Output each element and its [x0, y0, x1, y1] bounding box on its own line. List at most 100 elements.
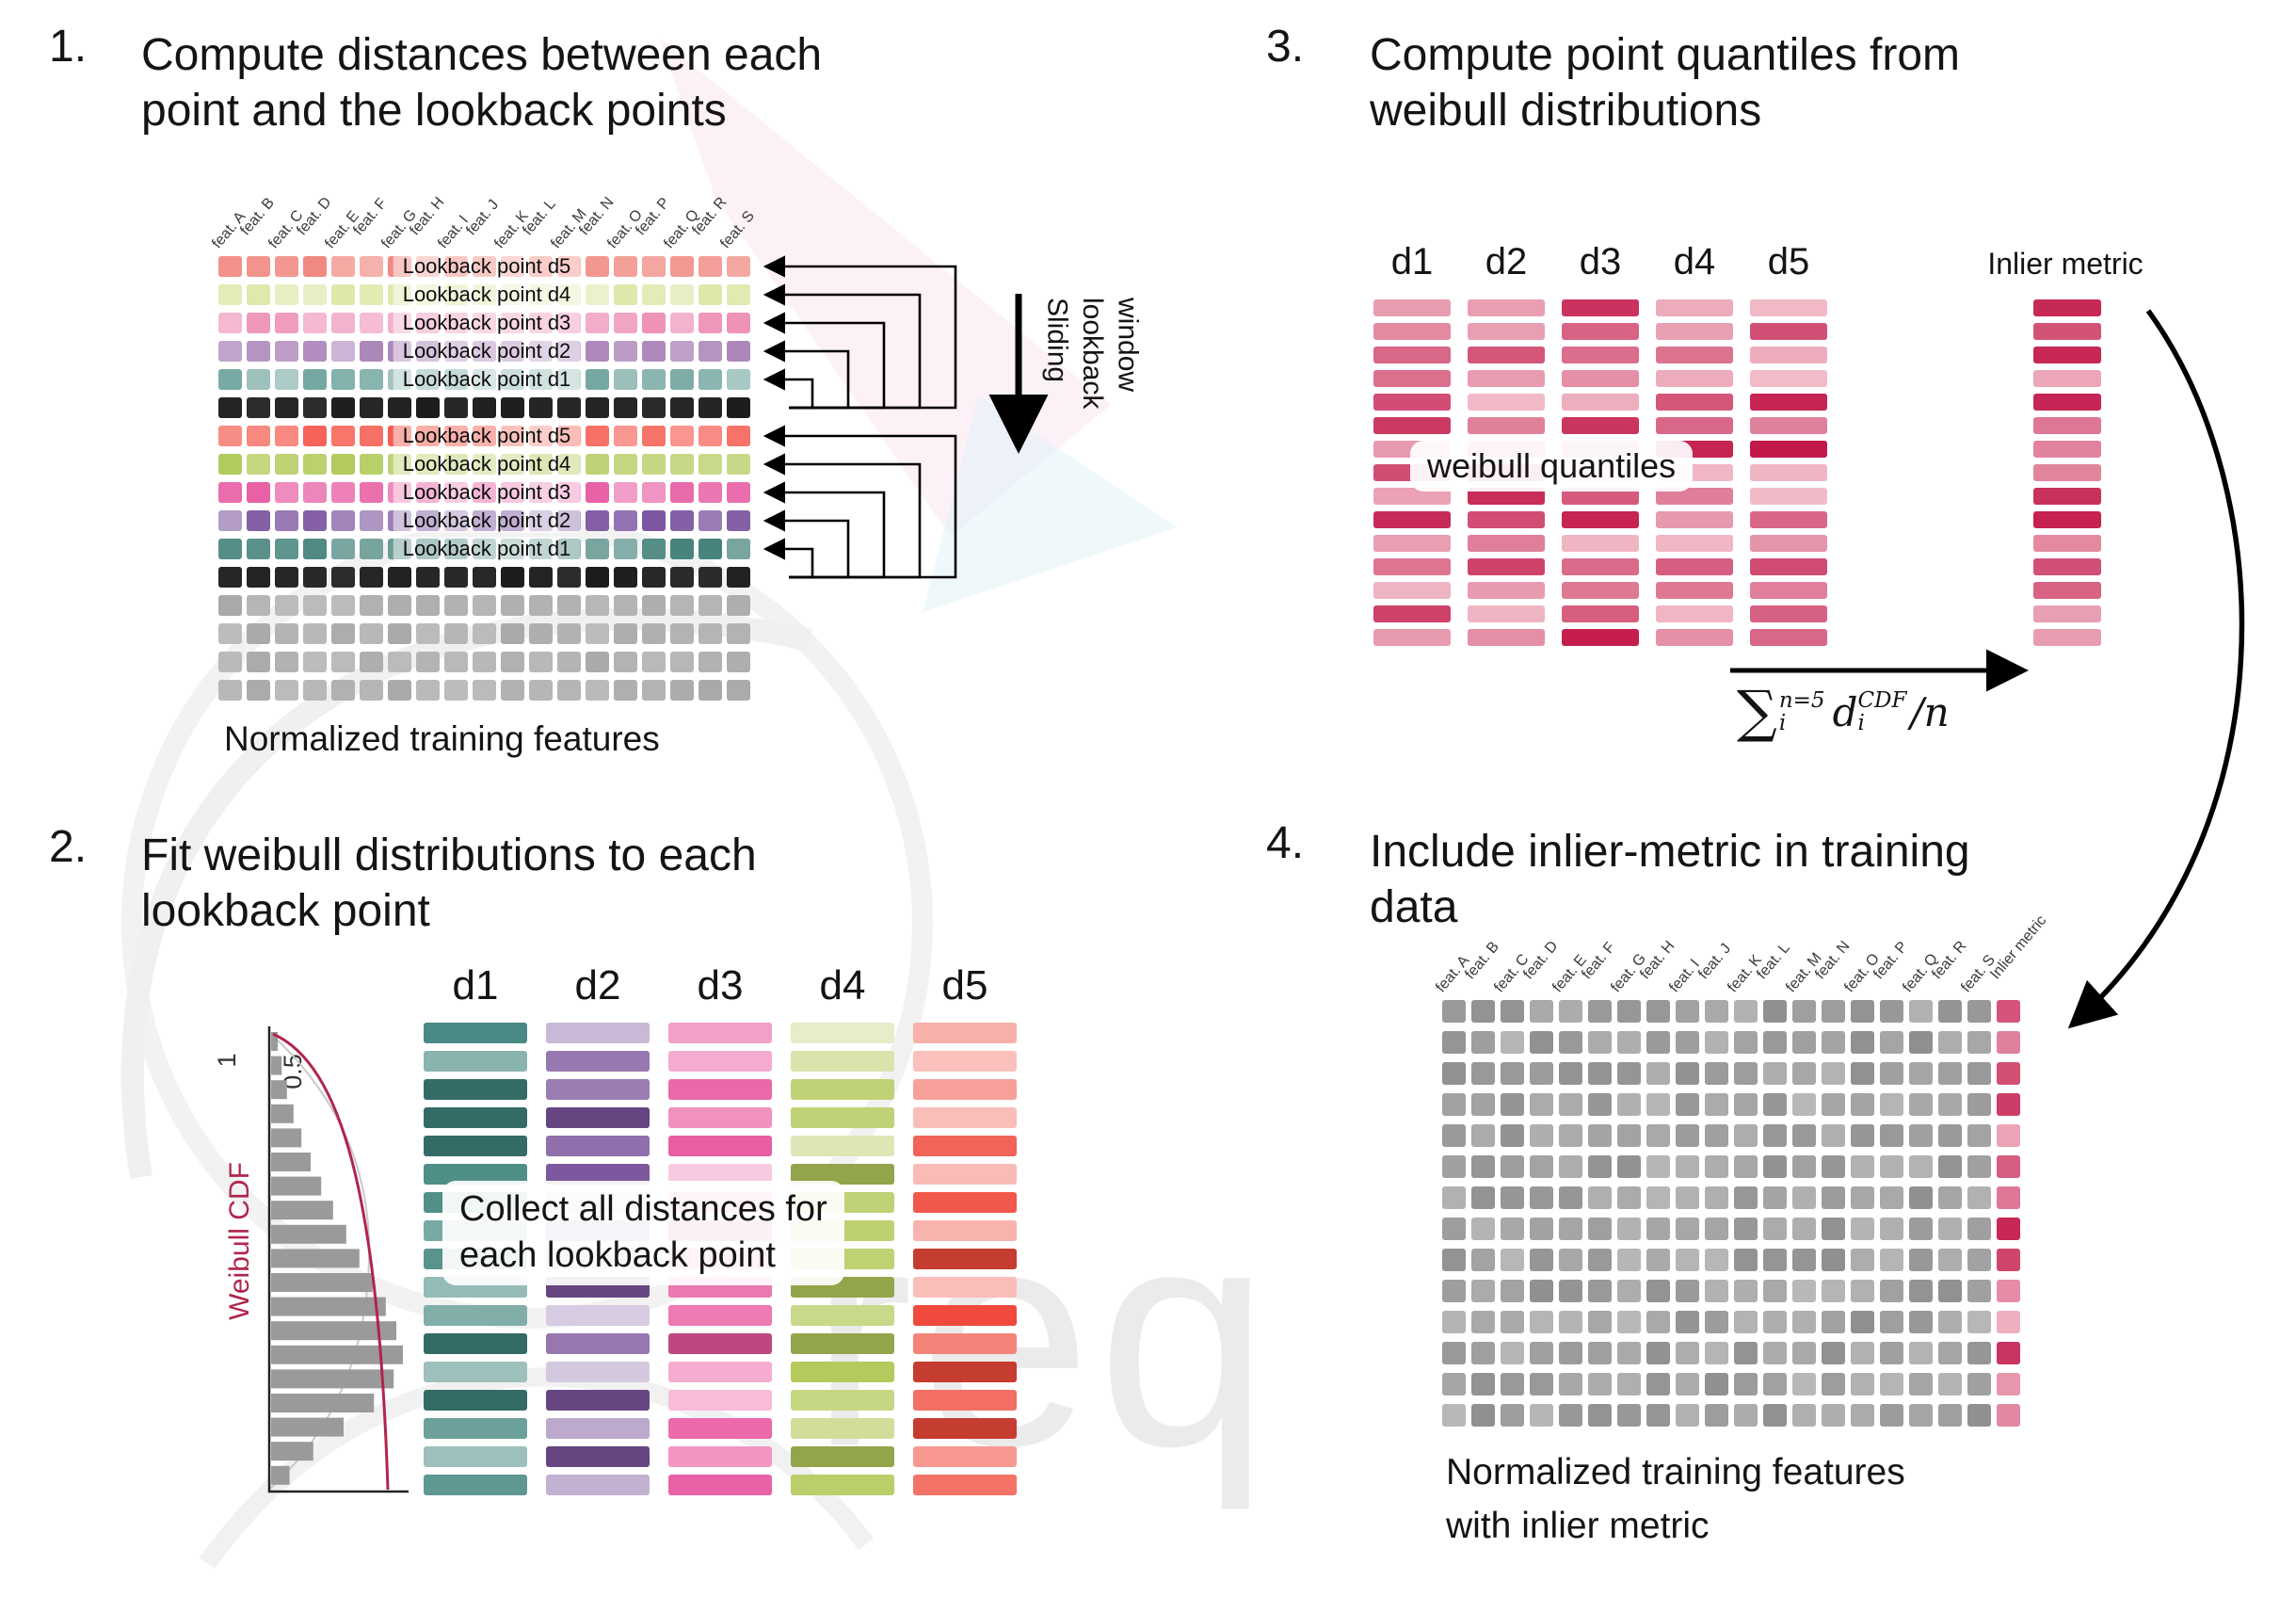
feature-cell [1676, 1404, 1699, 1427]
feature-cell [473, 397, 496, 418]
feature-cell [1880, 1311, 1903, 1333]
feature-cell [1501, 1186, 1524, 1209]
feature-cell [1471, 1280, 1495, 1302]
quantile-bar [1373, 394, 1451, 411]
distance-column: d5 [913, 962, 1017, 1503]
feature-cell [1646, 1062, 1670, 1085]
feature-cell [614, 397, 637, 418]
feature-cell [473, 567, 496, 588]
inlier-metric-bar [2033, 441, 2101, 458]
distance-bar [791, 1333, 894, 1354]
feature-cell [1442, 1342, 1466, 1364]
feature-cell [727, 397, 750, 418]
step-4-number: 4. [1266, 818, 1305, 868]
distance-column-header: d1 [452, 962, 499, 1008]
distance-column-header: d4 [1673, 241, 1716, 282]
feature-cell [1471, 1093, 1495, 1116]
quantile-bar [1373, 347, 1451, 363]
feature-cell [331, 510, 355, 531]
feature-cell [275, 567, 298, 588]
feature-cell [1471, 1342, 1495, 1364]
feature-cell [727, 623, 750, 644]
feature-cell [1501, 1373, 1524, 1395]
formula-divisor: /n [1910, 688, 1950, 735]
distance-bar [913, 1418, 1017, 1439]
feature-cell [1880, 1249, 1903, 1271]
inlier-metric-bar [2033, 535, 2101, 552]
feature-cell [360, 567, 383, 588]
feature-cell [1763, 1155, 1787, 1178]
step-3-number: 3. [1266, 22, 1305, 72]
distance-histogram-bar [271, 1032, 278, 1051]
quantile-bar [1373, 535, 1451, 552]
feature-cell [1705, 1186, 1728, 1209]
p4-caption: Normalized training features with inlier… [1446, 1446, 1973, 1553]
feature-cell [1646, 1311, 1670, 1333]
feature-cell [1559, 1280, 1582, 1302]
feature-cell [586, 284, 609, 305]
feature-cell [1559, 1155, 1582, 1178]
feature-cell [1676, 1124, 1699, 1147]
feature-cell [247, 680, 270, 701]
feature-cell [698, 284, 722, 305]
feature-cell [642, 652, 666, 672]
distance-bar [913, 1305, 1017, 1326]
feature-cell [1501, 1280, 1524, 1302]
feature-cell [1442, 1218, 1466, 1240]
step-4-title: Include inlier-metric in training data [1370, 825, 2160, 935]
feature-cell [698, 426, 722, 446]
feature-cell [1822, 1249, 1845, 1271]
feature-cell [1763, 1404, 1787, 1427]
feature-cell [1792, 1342, 1816, 1364]
feature-cell [1646, 1218, 1670, 1240]
quantile-bar [1656, 417, 1733, 434]
distance-bar [791, 1164, 894, 1185]
feature-cell [529, 595, 553, 616]
feature-cell [444, 567, 468, 588]
distance-bar [424, 1333, 527, 1354]
quantile-bar [1656, 535, 1733, 552]
feature-cell [1705, 1093, 1728, 1116]
distance-histogram [271, 1032, 403, 1485]
feature-cell [642, 539, 666, 559]
feature-cell [1617, 1155, 1641, 1178]
feature-cell [642, 680, 666, 701]
lookback-point-row: Lookback point d1 [218, 537, 755, 561]
feature-cell [1734, 1000, 1758, 1023]
feature-cell [670, 284, 694, 305]
inlier-metric-cell [1997, 1218, 2020, 1240]
quantile-column: d5 [1750, 241, 1827, 653]
feature-cell [416, 623, 440, 644]
feature-cell [331, 426, 355, 446]
feature-cell [1676, 1280, 1699, 1302]
feature-cell [444, 680, 468, 701]
mean-cdf-formula: ∑ n=5 i d CDF i /n [1737, 684, 1950, 740]
feature-cell [303, 426, 327, 446]
quantile-bar [1562, 629, 1639, 646]
distance-column-header: d5 [941, 962, 988, 1008]
feature-cell [1938, 1093, 1962, 1116]
feature-cell [1442, 1280, 1466, 1302]
quantile-bar [1468, 370, 1545, 387]
feature-cell [1442, 1311, 1466, 1333]
feature-cell [388, 680, 411, 701]
feature-cell [275, 426, 298, 446]
feature-cell [614, 510, 637, 531]
feature-cell [360, 539, 383, 559]
feature-cell [1792, 1280, 1816, 1302]
feature-cell [1617, 1124, 1641, 1147]
distance-histogram-bar [271, 1056, 282, 1075]
feature-cell [303, 454, 327, 475]
quantile-bar [1562, 535, 1639, 552]
feature-cell [1530, 1062, 1553, 1085]
distance-bar [668, 1023, 772, 1043]
feature-cell [1501, 1311, 1524, 1333]
feature-cell [275, 256, 298, 277]
distance-bar [791, 1051, 894, 1072]
feature-cell [1442, 1404, 1466, 1427]
feature-cell [1442, 1155, 1466, 1178]
distance-bar [791, 1362, 894, 1382]
quantile-bars [1656, 299, 1733, 646]
quantile-bar [1468, 299, 1545, 316]
